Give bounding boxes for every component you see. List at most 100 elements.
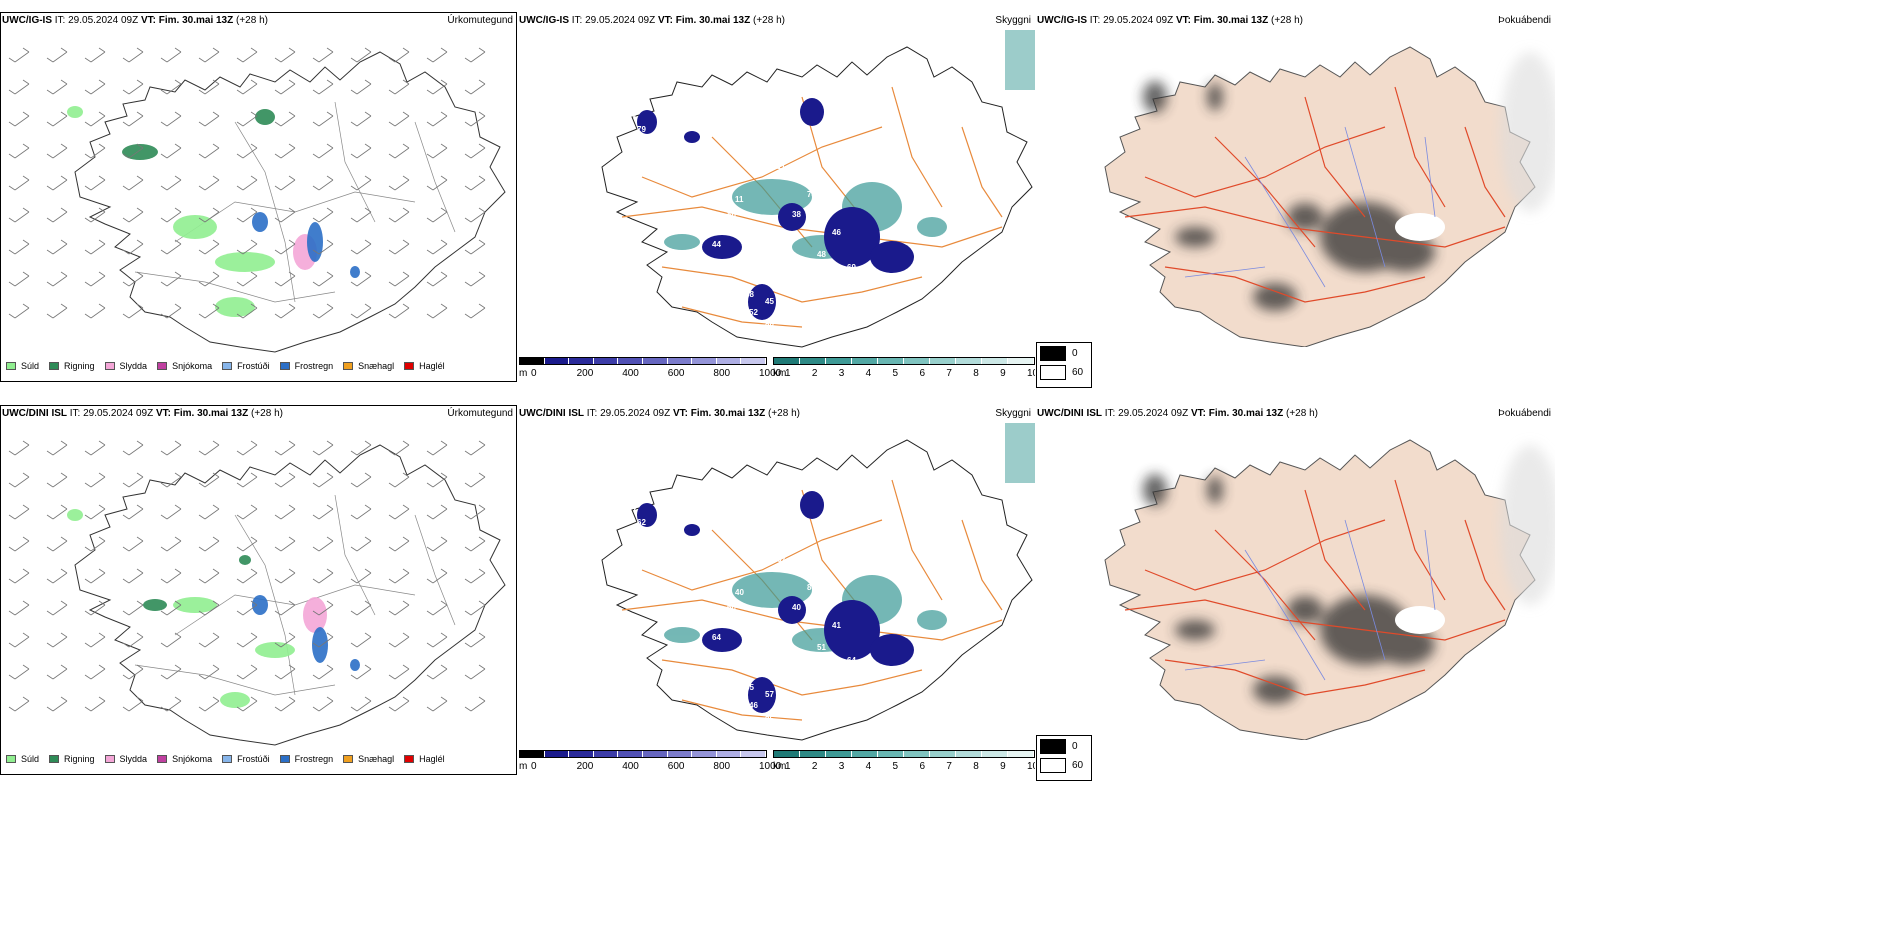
colorbar-tick: 10 (1027, 368, 1035, 379)
cloud-base-value: 52 (749, 308, 758, 317)
colorbar-segment (716, 751, 742, 757)
colorbar-segment (878, 358, 904, 364)
init-time: 29.05.2024 09Z (1103, 15, 1174, 26)
colorbar-segment (569, 358, 594, 364)
cloud-base-value: 64 (847, 656, 856, 665)
cloud-base-value: 38 (792, 210, 801, 219)
colorbar-segment (878, 751, 904, 757)
precip-legend-item: Slydda (104, 361, 147, 371)
cloud-base-value: 57 (787, 508, 796, 517)
colorbar-segment (774, 358, 800, 364)
lead-time: (+28 h) (251, 408, 283, 419)
visibility-colorbar: km1 2 3 4 5 6 7 8 9 10 (773, 750, 1035, 774)
valid-time: Fim. 30.mai 13Z (1208, 408, 1284, 419)
model-name: UWC/IG-IS (519, 15, 569, 26)
legend-swatch (222, 362, 233, 370)
colorbar-segment (642, 751, 668, 757)
colorbar-segment (826, 358, 852, 364)
colorbar-segment (800, 358, 826, 364)
colorbar-unit: m (519, 761, 528, 772)
fog-scale-swatch (1040, 739, 1066, 754)
colorbar-segment (982, 358, 1008, 364)
lead-time: (+28 h) (236, 15, 268, 26)
cloud-base-value: 62 (637, 518, 646, 527)
fog-map (1104, 439, 1555, 740)
valid-time: Fim. 30.mai 13Z (690, 408, 766, 419)
panel-header: UWC/IG-IS IT: 29.05.2024 09Z VT: Fim. 30… (1037, 15, 1303, 26)
cloud-base-value: 11 (777, 162, 786, 171)
valid-time-label: VT: (140, 15, 156, 26)
precip-legend-item: Súld (6, 754, 39, 764)
colorbar-segment (904, 751, 930, 757)
model-name: UWC/DINI ISL (1037, 408, 1102, 419)
fog-index-panel: UWC/IG-IS IT: 29.05.2024 09Z VT: Fim. 30… (1035, 12, 1555, 347)
legend-label: Slydda (119, 754, 148, 764)
legend-swatch (157, 362, 168, 370)
legend-label: Snjókoma (172, 754, 213, 764)
legend-label: Rigning (64, 361, 95, 371)
colorbar-strip (773, 750, 1035, 758)
cloud-base-value: 41 (832, 621, 841, 630)
map-frame (0, 405, 517, 775)
panel-header: UWC/DINI ISL IT: 29.05.2024 09Z VT: Fim.… (2, 408, 283, 419)
legend-label: Snjókoma (172, 361, 213, 371)
fog-scale-label: 0 (1072, 741, 1078, 752)
colorbar-segment (544, 358, 570, 364)
legend-label: Frostúði (237, 754, 270, 764)
cloud-base-value: 80 (807, 583, 816, 592)
cloud-base-value: 86 (727, 210, 736, 219)
legend-swatch (6, 755, 16, 763)
fog-map (1104, 46, 1555, 347)
valid-time: Fim. 30.mai 13Z (173, 408, 249, 419)
fog-scale-label: 60 (1072, 760, 1084, 771)
colorbar-segment (618, 358, 643, 364)
fog-scale-frame (1036, 342, 1092, 388)
init-time-label: IT: (54, 15, 66, 26)
init-time-label: IT: (586, 408, 598, 419)
colorbar-tick: 8 (973, 368, 979, 379)
valid-time-label: VT: (657, 15, 673, 26)
cloud-base-value: 69 (847, 263, 856, 272)
cloud-visibility-panel: 38 56 46 48 69 57 47 44 185 11 86 78 68 45 52 38 42 55 68 1… (517, 12, 1035, 387)
valid-time: Fim. 30.mai 13Z (158, 15, 234, 26)
colorbar-tick: 5 (892, 761, 899, 772)
colorbar-tick: 800 (713, 368, 731, 379)
legend-swatch (104, 362, 115, 370)
valid-time-label: VT: (672, 408, 688, 419)
precip-legend-item: Frostúði (222, 361, 270, 371)
valid-time-label: VT: (155, 408, 171, 419)
colorbar-segment (593, 358, 619, 364)
colorbar-segment (520, 751, 545, 757)
colorbar-tick: 7 (946, 761, 952, 772)
cloud-base-value: 11 (735, 195, 744, 204)
legend-swatch (279, 362, 290, 370)
init-time: 29.05.2024 09Z (68, 15, 139, 26)
cloud-visibility-panel: 40 53 41 51 64 52 87 64 58 40 60 80 65 57 46 35 37 57 12 67… (517, 405, 1035, 780)
colorbar-segment (716, 358, 742, 364)
cloud-base-value: 58 (747, 648, 756, 657)
legend-swatch (343, 755, 354, 763)
field-name: Þokuábendi (1498, 15, 1551, 26)
init-time: 29.05.2024 09Z (1118, 408, 1189, 419)
cloud-base-value: 52 (862, 658, 871, 667)
lead-time: (+28 h) (753, 15, 785, 26)
colorbar-segment (618, 751, 643, 757)
fog-scale-swatch (1040, 758, 1066, 773)
fog-scale-label: 60 (1072, 367, 1084, 378)
visibility-colorbar: km1 2 3 4 5 6 7 8 9 10 (773, 357, 1035, 381)
cloud-base-value: 44 (712, 240, 721, 249)
colorbar-tick: 3 (838, 368, 845, 379)
fog-scale-swatch (1040, 365, 1066, 380)
precip-type-panel: UWC/IG-IS IT: 29.05.2024 09Z VT: Fim. 30… (0, 12, 517, 387)
precip-map (8, 440, 506, 746)
cloud-base-value: 46 (832, 228, 841, 237)
init-time-label: IT: (571, 15, 583, 26)
legend-label: Snæhagl (358, 361, 395, 371)
cloud-base-value: 68 (745, 290, 754, 299)
colorbar-segment (956, 751, 982, 757)
lead-time: (+28 h) (768, 408, 800, 419)
cloud-base-value: 66 (627, 110, 636, 119)
colorbar-tick: 400 (622, 761, 639, 772)
legend-label: Haglél (419, 361, 445, 371)
colorbar-segment (982, 751, 1008, 757)
